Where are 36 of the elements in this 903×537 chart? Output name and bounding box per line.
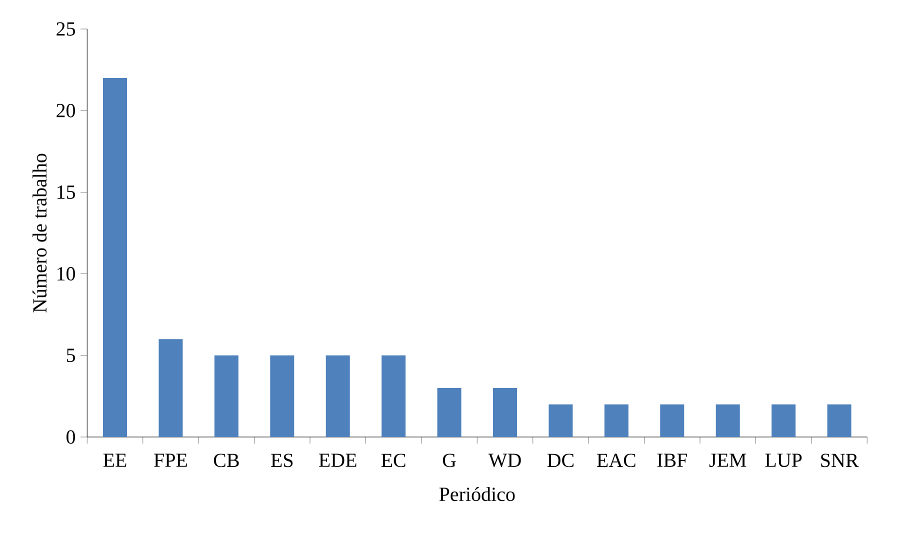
- y-tick-label: 5: [66, 348, 75, 362]
- x-tick-label: EC: [381, 454, 406, 468]
- bar: [772, 404, 796, 438]
- x-tick-label: G: [442, 454, 456, 468]
- x-tick-label: SNR: [821, 454, 859, 468]
- x-tick-label: LUP: [765, 454, 802, 467]
- x-tick-label: IBF: [657, 454, 687, 467]
- x-tick-label: JEM: [709, 454, 746, 467]
- x-tick-label: ES: [271, 454, 293, 468]
- x-tick-label: FPE: [154, 454, 187, 467]
- x-tick-label: CB: [214, 454, 239, 468]
- x-tick-label: EAC: [597, 454, 636, 468]
- y-tick-label: 25: [56, 22, 75, 36]
- bar: [660, 404, 684, 438]
- bar: [326, 355, 350, 438]
- x-tick-label: EDE: [319, 454, 356, 467]
- y-tick-label: 15: [58, 186, 75, 199]
- bar: [493, 388, 518, 438]
- bar: [103, 78, 128, 438]
- bar: [548, 404, 573, 438]
- y-axis-title: Número de trabalho: [32, 154, 47, 312]
- bar: [604, 404, 628, 438]
- x-axis-title: Periódico: [439, 486, 515, 502]
- bar: [827, 404, 852, 438]
- x-tick-label: WD: [488, 454, 521, 468]
- bar: [716, 404, 740, 438]
- bar: [158, 339, 183, 438]
- x-tick-label: EE: [103, 454, 126, 467]
- x-tick-label: DC: [547, 454, 574, 468]
- y-tick-label: 0: [66, 430, 76, 444]
- y-tick-label: 10: [58, 267, 76, 281]
- y-tick-label: 20: [56, 104, 76, 118]
- bar: [437, 388, 462, 438]
- bar: [382, 355, 406, 438]
- bar: [214, 355, 238, 438]
- bar: [270, 355, 294, 438]
